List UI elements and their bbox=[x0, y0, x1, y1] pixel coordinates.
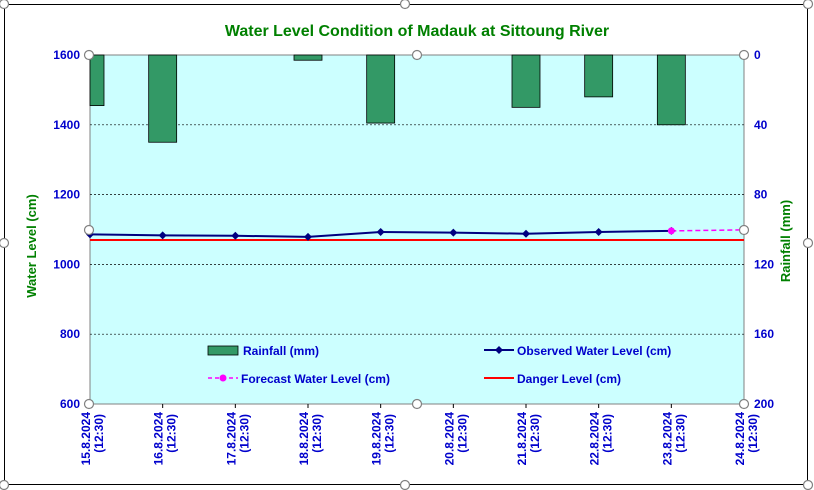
legend-observed-marker bbox=[495, 346, 503, 354]
x-axis-date-label: 18.8.2024 bbox=[297, 412, 311, 466]
forecast-water-level-line bbox=[671, 229, 745, 232]
legend-rainfall-swatch bbox=[207, 345, 239, 356]
x-axis-time-label: (12:30) bbox=[92, 414, 106, 453]
x-axis-time-label: (12:30) bbox=[528, 414, 542, 453]
x-axis-date-label: 17.8.2024 bbox=[224, 412, 238, 466]
x-axis-time-label: (12:30) bbox=[601, 414, 615, 453]
x-axis-tick-group: 16.8.2024 (12:30) bbox=[152, 412, 179, 466]
left-axis-tick-label: 1400 bbox=[53, 118, 80, 132]
x-axis-tick-group: 17.8.2024 (12:30) bbox=[224, 412, 251, 466]
x-axis-time-label: (12:30) bbox=[455, 414, 469, 453]
x-axis-time-label: (12:30) bbox=[746, 414, 760, 453]
x-axis-tick-group: 21.8.2024 (12:30) bbox=[515, 412, 542, 466]
observed-point bbox=[158, 231, 167, 240]
resize-handle[interactable] bbox=[738, 49, 750, 61]
observed-point bbox=[231, 231, 240, 240]
right-axis-tick-label: 120 bbox=[754, 257, 774, 271]
left-axis-tick-label: 1000 bbox=[53, 257, 80, 271]
resize-handle[interactable] bbox=[0, 479, 10, 490]
right-axis-tick-label: 80 bbox=[754, 188, 768, 202]
x-axis-tick-group: 20.8.2024 (12:30) bbox=[442, 412, 469, 466]
observed-point bbox=[449, 228, 458, 237]
chart-title: Water Level Condition of Madauk at Sitto… bbox=[225, 23, 609, 40]
left-axis-tick-label: 1600 bbox=[53, 48, 80, 62]
right-axis-title: Rainfall (mm) bbox=[778, 200, 793, 282]
resize-handle[interactable] bbox=[802, 479, 814, 490]
x-axis-date-label: 19.8.2024 bbox=[370, 412, 384, 466]
resize-handle[interactable] bbox=[399, 0, 411, 10]
left-axis-title: Water Level (cm) bbox=[24, 194, 39, 298]
x-axis-time-label: (12:30) bbox=[237, 414, 251, 453]
legend-danger-label: Danger Level (cm) bbox=[517, 372, 621, 386]
left-axis-tick-label: 800 bbox=[60, 327, 80, 341]
x-axis-ticks: 15.8.2024 (12:30) 16.8.2024 (12:30) 17.8.202… bbox=[79, 404, 760, 465]
resize-handle[interactable] bbox=[83, 224, 95, 236]
resize-handle[interactable] bbox=[83, 49, 95, 61]
legend-observed-label: Observed Water Level (cm) bbox=[517, 344, 671, 358]
x-axis-tick-group: 23.8.2024 (12:30) bbox=[660, 412, 687, 466]
x-axis-date-label: 16.8.2024 bbox=[152, 412, 166, 466]
plot-area bbox=[89, 54, 745, 405]
rainfall-bar bbox=[656, 54, 686, 126]
x-axis-tick-group: 18.8.2024 (12:30) bbox=[297, 412, 324, 466]
resize-handle[interactable] bbox=[411, 398, 423, 410]
right-axis-tick-label: 160 bbox=[754, 327, 774, 341]
left-axis-tick-label: 1200 bbox=[53, 188, 80, 202]
x-axis-tick-group: 22.8.2024 (12:30) bbox=[588, 412, 615, 466]
x-axis-date-label: 23.8.2024 bbox=[660, 412, 674, 466]
legend-forecast-label: Forecast Water Level (cm) bbox=[241, 372, 390, 386]
x-axis-date-label: 15.8.2024 bbox=[79, 412, 93, 466]
rainfall-bar bbox=[584, 54, 614, 98]
left-axis-ticks: 600 800 1000 1200 1400 1600 bbox=[53, 48, 80, 411]
observed-point bbox=[522, 229, 530, 238]
rainfall-bar bbox=[148, 54, 178, 143]
x-axis-tick-group: 15.8.2024 (12:30) bbox=[79, 412, 106, 466]
observed-point bbox=[376, 227, 385, 236]
x-axis-time-label: (12:30) bbox=[310, 414, 324, 453]
resize-handle[interactable] bbox=[802, 0, 814, 10]
x-axis-time-label: (12:30) bbox=[165, 414, 179, 453]
observed-point bbox=[304, 232, 312, 241]
right-axis-tick-label: 200 bbox=[754, 397, 774, 411]
forecast-point bbox=[667, 227, 675, 235]
rainfall-bar bbox=[511, 54, 541, 108]
resize-handle[interactable] bbox=[802, 237, 814, 249]
rainfall-bar bbox=[293, 54, 323, 61]
x-axis-tick-group: 24.8.2024 (12:30) bbox=[733, 412, 760, 466]
resize-handle[interactable] bbox=[738, 398, 750, 410]
right-axis-ticks: 0 40 80 120 160 200 bbox=[754, 48, 774, 411]
resize-handle[interactable] bbox=[411, 49, 423, 61]
x-axis-time-label: (12:30) bbox=[673, 414, 687, 453]
right-axis-tick-label: 0 bbox=[754, 48, 761, 62]
resize-handle[interactable] bbox=[0, 237, 10, 249]
x-axis-date-label: 21.8.2024 bbox=[515, 412, 529, 466]
x-axis-time-label: (12:30) bbox=[383, 414, 397, 453]
legend: Rainfall (mm) Observed Water Level (cm) … bbox=[207, 344, 671, 386]
right-axis-tick-label: 40 bbox=[754, 118, 768, 132]
gridlines bbox=[90, 124, 744, 335]
legend-forecast-marker bbox=[219, 374, 227, 382]
x-axis-tick-group: 19.8.2024 (12:30) bbox=[370, 412, 397, 466]
rainfall-bars bbox=[89, 54, 686, 143]
resize-handle[interactable] bbox=[738, 224, 750, 236]
x-axis-date-label: 22.8.2024 bbox=[588, 412, 602, 466]
rainfall-bar bbox=[366, 54, 396, 124]
resize-handle[interactable] bbox=[399, 479, 411, 490]
rainfall-bar bbox=[89, 54, 105, 107]
x-axis-date-label: 20.8.2024 bbox=[442, 412, 456, 466]
legend-rainfall-label: Rainfall (mm) bbox=[243, 344, 319, 358]
x-axis-date-label: 24.8.2024 bbox=[733, 412, 747, 466]
left-axis-tick-label: 600 bbox=[60, 397, 80, 411]
resize-handle[interactable] bbox=[83, 398, 95, 410]
resize-handle[interactable] bbox=[0, 0, 10, 10]
observed-point bbox=[594, 227, 603, 236]
water-level-lines bbox=[86, 226, 745, 241]
